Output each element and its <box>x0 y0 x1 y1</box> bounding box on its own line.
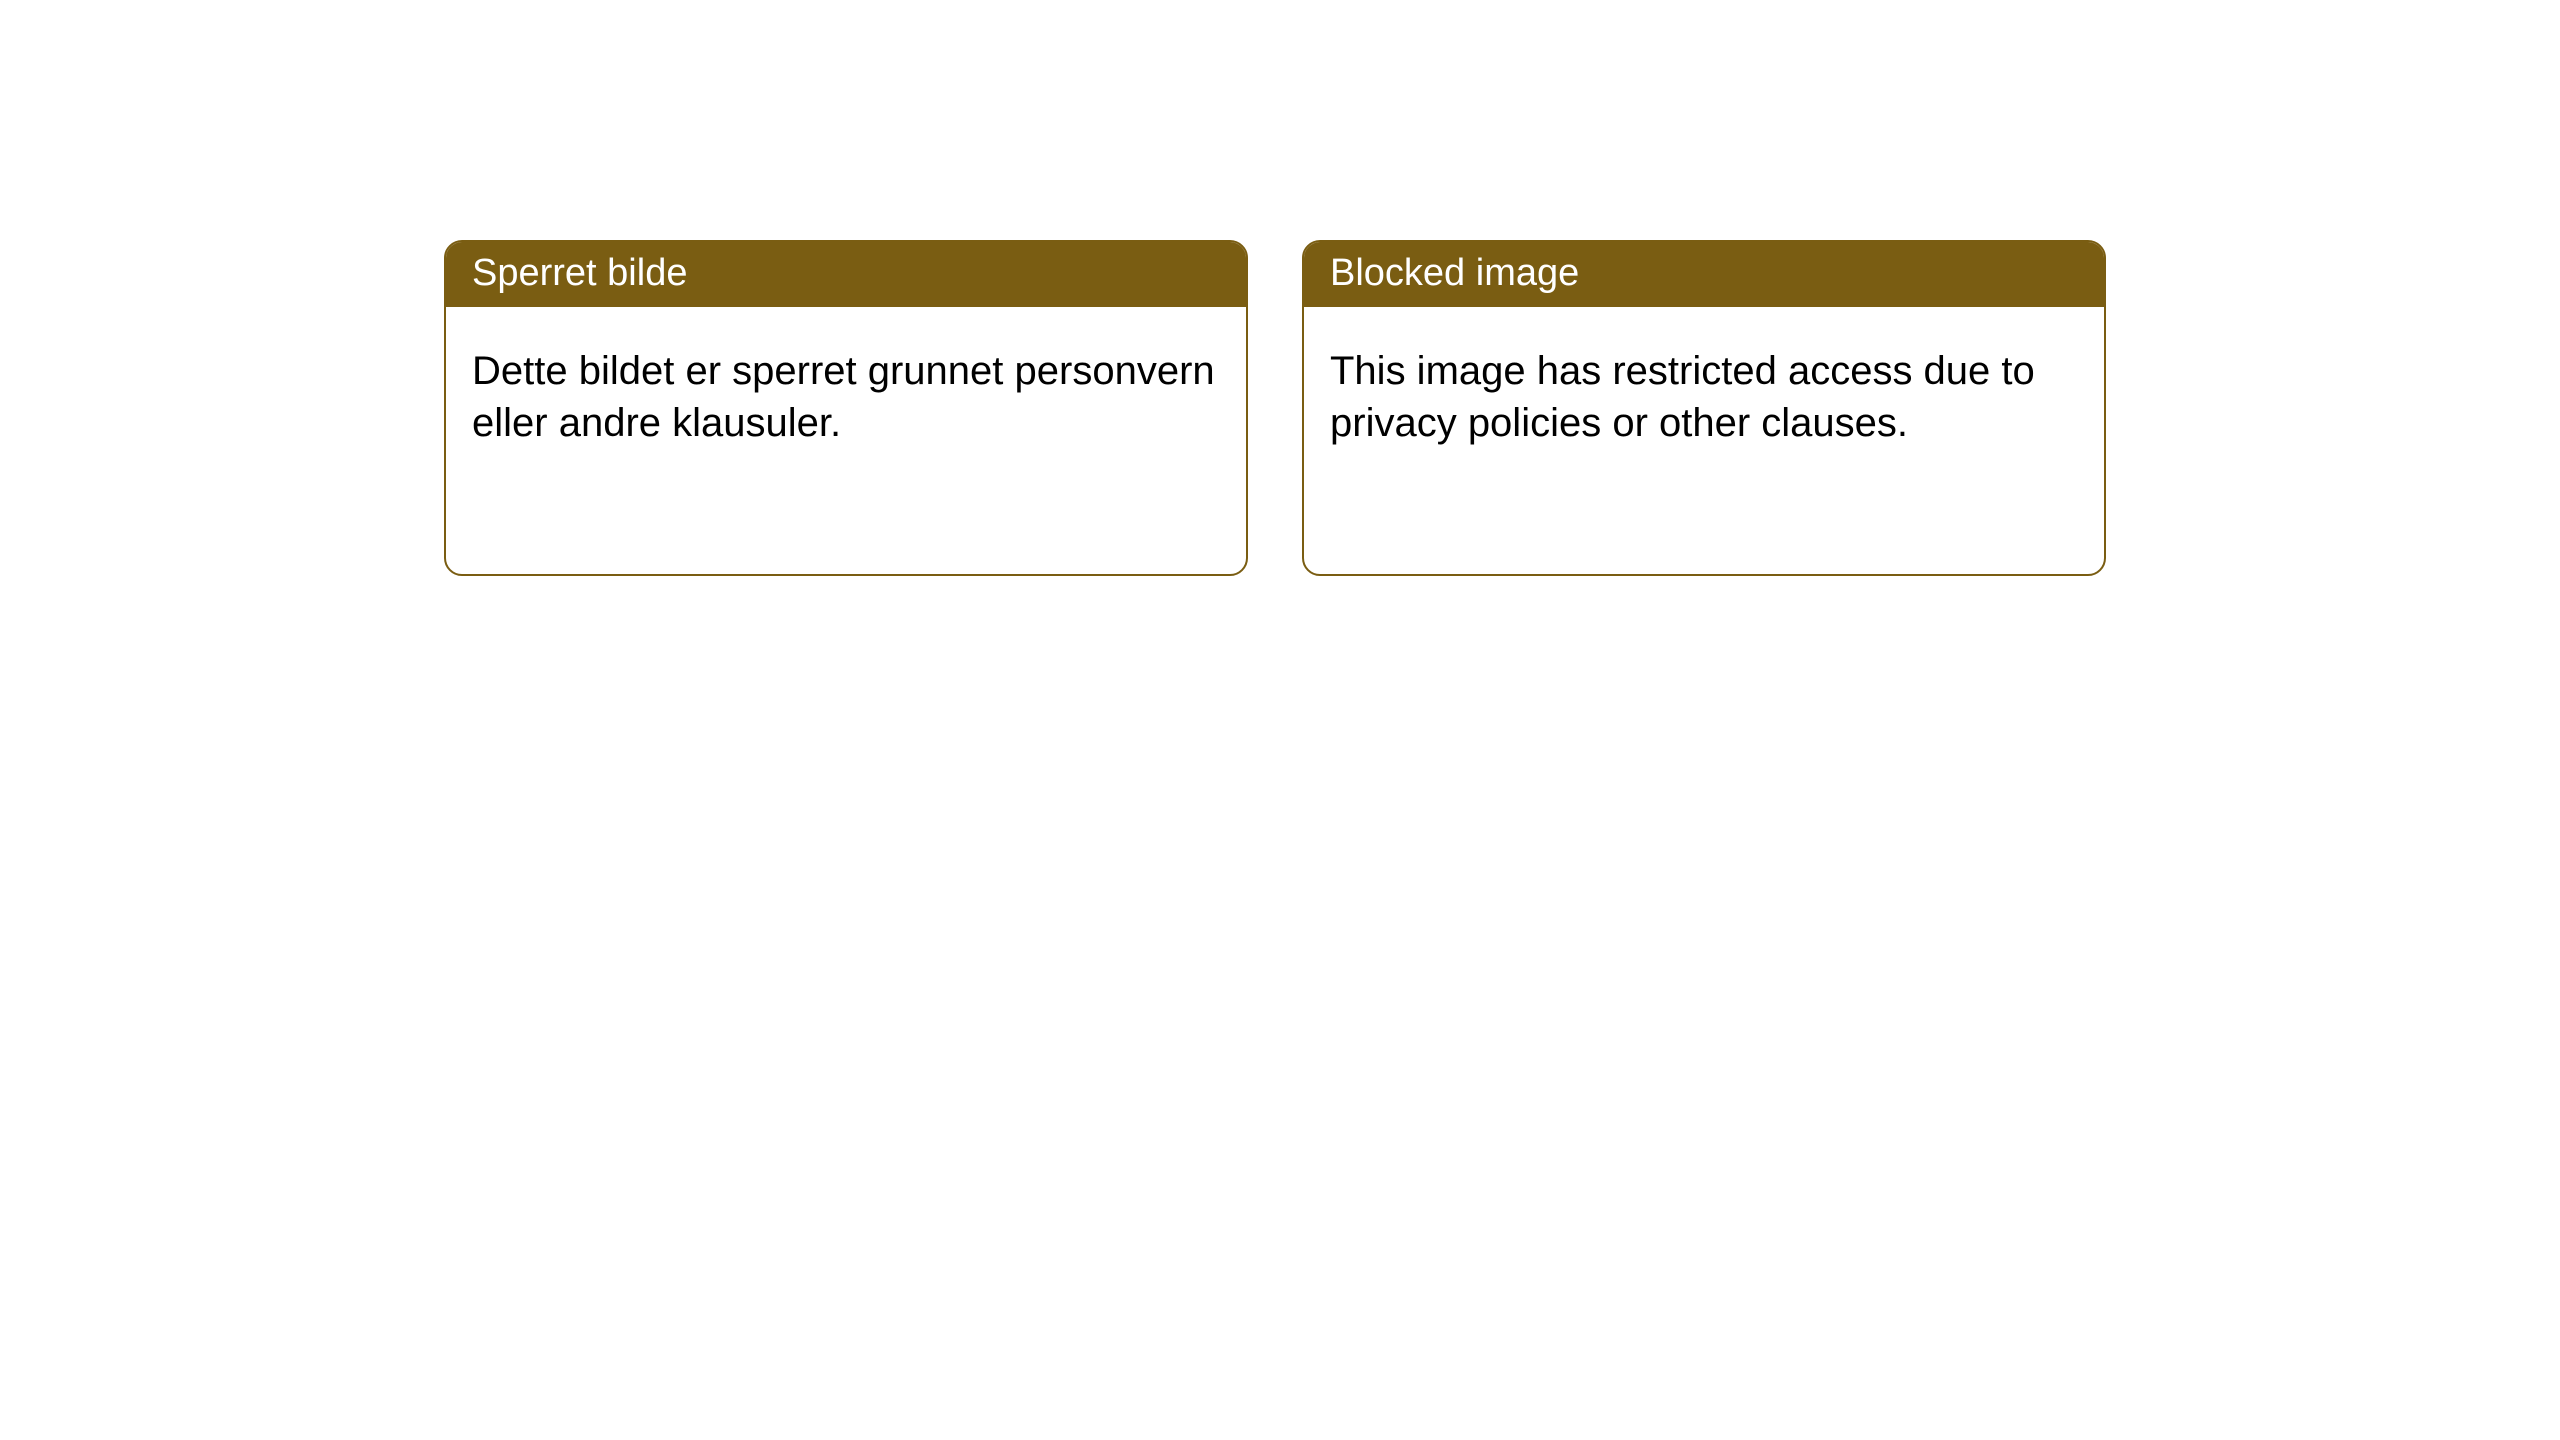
notice-card-english: Blocked image This image has restricted … <box>1302 240 2106 576</box>
notice-card-norwegian: Sperret bilde Dette bildet er sperret gr… <box>444 240 1248 576</box>
notice-body: This image has restricted access due to … <box>1304 307 2104 475</box>
notice-body: Dette bildet er sperret grunnet personve… <box>446 307 1246 475</box>
notice-header: Blocked image <box>1304 242 2104 307</box>
notice-container: Sperret bilde Dette bildet er sperret gr… <box>0 0 2560 576</box>
notice-header: Sperret bilde <box>446 242 1246 307</box>
